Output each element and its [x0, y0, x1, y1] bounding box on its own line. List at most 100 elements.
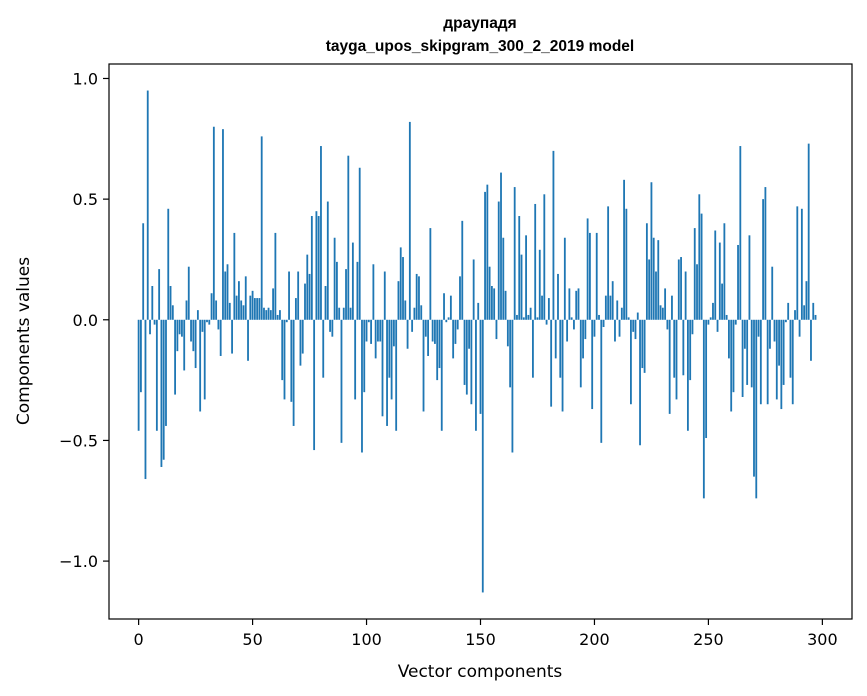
bar: [775, 319, 778, 400]
bar: [468, 319, 471, 349]
bar: [798, 319, 801, 337]
bar: [308, 273, 311, 320]
bar: [313, 319, 316, 451]
bar: [479, 319, 482, 414]
bar: [502, 237, 505, 320]
bar: [322, 319, 325, 378]
bar: [582, 319, 584, 359]
bar: [203, 319, 206, 400]
bar: [659, 305, 662, 320]
chart-subtitle: tayga_upos_skipgram_300_2_2019 model: [326, 38, 634, 55]
bar: [714, 230, 717, 320]
bar: [276, 314, 279, 320]
bar: [812, 302, 815, 320]
bar: [331, 319, 334, 337]
bar: [206, 319, 208, 323]
bar: [600, 319, 603, 443]
bar: [504, 290, 507, 320]
bar: [554, 319, 557, 359]
bar: [434, 319, 436, 344]
bar: [741, 319, 744, 397]
bar: [297, 271, 300, 320]
bar: [178, 319, 181, 335]
bar: [611, 281, 614, 320]
bar: [301, 319, 304, 354]
bar: [661, 307, 664, 320]
bar: [436, 319, 439, 381]
bar: [680, 257, 682, 320]
bar: [737, 244, 739, 320]
bar: [470, 319, 473, 405]
bar: [390, 319, 393, 400]
bar: [762, 199, 765, 320]
bar: [807, 143, 810, 320]
bar: [381, 319, 384, 417]
bar: [616, 300, 619, 320]
bar: [306, 254, 309, 320]
bar: [176, 319, 179, 352]
bar: [677, 259, 680, 320]
bar: [279, 310, 281, 320]
bar: [224, 271, 227, 320]
bar: [242, 305, 245, 320]
bar: [784, 319, 787, 323]
bar: [721, 283, 723, 320]
y-tick-label: 0.0: [73, 311, 98, 330]
bar: [627, 317, 630, 320]
bar: [636, 312, 639, 320]
bar: [222, 129, 224, 320]
bar: [609, 295, 612, 320]
bar: [757, 319, 760, 337]
y-tick-label: −1.0: [59, 552, 98, 571]
bar: [395, 319, 398, 431]
bar: [420, 305, 423, 320]
bar: [643, 319, 646, 373]
bar: [525, 235, 527, 320]
bar: [140, 319, 142, 393]
bar: [536, 317, 539, 320]
bar: [169, 286, 172, 320]
bar: [215, 300, 218, 320]
bar: [630, 319, 632, 405]
bar: [363, 319, 366, 393]
bar: [664, 288, 667, 320]
bar: [618, 319, 621, 337]
bar: [201, 319, 204, 332]
bar: [165, 319, 167, 426]
bar: [160, 319, 163, 467]
bar: [516, 314, 518, 320]
x-tick-label: 0: [134, 630, 144, 649]
bar: [750, 319, 753, 388]
bar: [620, 307, 623, 320]
bar: [424, 319, 427, 337]
bar: [746, 319, 749, 385]
bar: [383, 271, 386, 320]
bar: [557, 273, 559, 320]
bar: [513, 187, 516, 320]
bar: [541, 295, 543, 320]
bar: [787, 302, 790, 320]
bar: [755, 319, 758, 499]
bar: [370, 319, 373, 344]
bar: [456, 319, 459, 330]
bar: [794, 310, 796, 320]
bar: [326, 201, 329, 320]
bar: [408, 121, 411, 320]
bar: [274, 232, 277, 320]
bar: [265, 310, 268, 320]
bar: [566, 319, 569, 342]
bar: [151, 286, 154, 320]
bar: [814, 314, 817, 320]
bar: [625, 208, 628, 320]
bar: [759, 319, 762, 405]
bar: [559, 319, 562, 378]
bar: [691, 319, 694, 335]
bar: [167, 208, 170, 320]
bar: [506, 319, 509, 347]
bar: [454, 319, 457, 344]
bar: [707, 319, 710, 325]
bar: [443, 293, 445, 320]
bar: [431, 319, 434, 342]
bar: [686, 319, 689, 431]
y-tick-label: −0.5: [59, 431, 98, 450]
